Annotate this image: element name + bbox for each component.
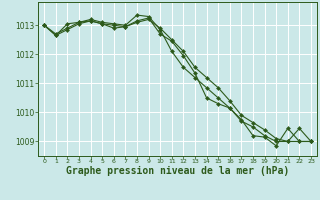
- X-axis label: Graphe pression niveau de la mer (hPa): Graphe pression niveau de la mer (hPa): [66, 166, 289, 176]
